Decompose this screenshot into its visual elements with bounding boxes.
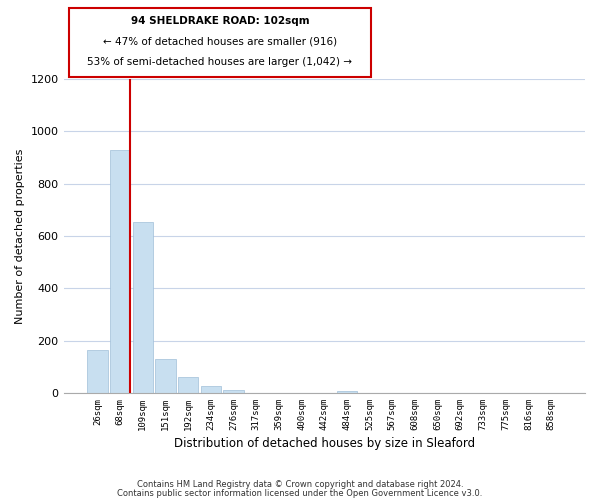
X-axis label: Distribution of detached houses by size in Sleaford: Distribution of detached houses by size … xyxy=(174,437,475,450)
Bar xyxy=(133,222,153,393)
Bar xyxy=(200,386,221,393)
Text: Contains HM Land Registry data © Crown copyright and database right 2024.: Contains HM Land Registry data © Crown c… xyxy=(137,480,463,489)
Y-axis label: Number of detached properties: Number of detached properties xyxy=(15,148,25,324)
Text: Contains public sector information licensed under the Open Government Licence v3: Contains public sector information licen… xyxy=(118,488,482,498)
Bar xyxy=(337,391,357,393)
Bar xyxy=(178,376,199,393)
Text: 53% of semi-detached houses are larger (1,042) →: 53% of semi-detached houses are larger (… xyxy=(88,57,352,67)
Bar xyxy=(223,390,244,393)
Text: 94 SHELDRAKE ROAD: 102sqm: 94 SHELDRAKE ROAD: 102sqm xyxy=(131,16,309,26)
Text: ← 47% of detached houses are smaller (916): ← 47% of detached houses are smaller (91… xyxy=(103,36,337,46)
Bar xyxy=(110,150,130,393)
Bar xyxy=(155,360,176,393)
Bar xyxy=(87,350,107,393)
